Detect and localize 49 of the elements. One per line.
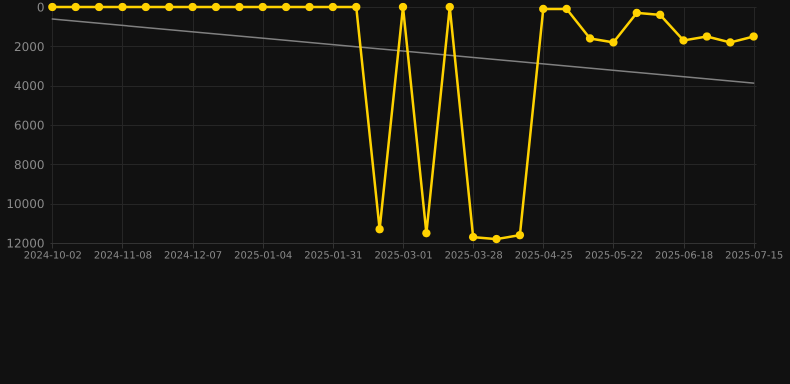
x-tick-label: 2025-04-25: [514, 250, 573, 262]
point: [188, 2, 197, 12]
point: [212, 2, 220, 12]
point: [398, 2, 408, 12]
point: [492, 234, 501, 244]
point: [749, 32, 758, 41]
y-tick-label: 6000: [14, 118, 44, 132]
point: [726, 38, 734, 47]
point: [656, 10, 664, 20]
point: [586, 34, 594, 43]
point: [305, 2, 314, 12]
x-tick-label: 2025-05-22: [584, 250, 643, 262]
y-tick-label: 4000: [14, 79, 44, 94]
point: [328, 2, 338, 12]
y-tick-label: 2000: [14, 40, 44, 54]
point: [375, 225, 384, 234]
point: [446, 2, 454, 12]
x-tick-label: 2025-06-18: [654, 250, 714, 262]
point: [679, 36, 688, 45]
point: [352, 2, 360, 12]
point: [468, 232, 478, 242]
x-tick-label: 2024-12-07: [164, 250, 222, 262]
x-tick-label: 2025-01-04: [234, 250, 292, 262]
y-tick-label: 12000: [6, 236, 44, 250]
x-tick-label: 2025-03-28: [444, 250, 503, 262]
x-tick-label: 2024-11-08: [94, 250, 152, 262]
point: [142, 2, 150, 12]
point: [72, 2, 80, 12]
point: [235, 2, 244, 12]
x-tick-label: 2025-07-15: [725, 250, 784, 262]
point: [632, 8, 641, 18]
point: [48, 2, 57, 12]
y-tick-label: 10000: [6, 197, 44, 212]
y-tick-label: 0: [36, 0, 44, 14]
point: [118, 2, 127, 12]
point: [94, 2, 104, 12]
x-tick-label: 2024-10-02: [24, 250, 82, 262]
point: [609, 38, 618, 47]
point: [702, 32, 712, 41]
point: [258, 2, 267, 12]
x-tick-label: 2025-03-01: [374, 250, 433, 262]
point: [282, 2, 290, 12]
y-tick-label: 8000: [14, 158, 44, 172]
point: [422, 228, 431, 238]
point: [516, 230, 524, 240]
point: [562, 4, 571, 14]
point: [165, 2, 174, 12]
point: [539, 4, 548, 14]
x-tick-label: 2025-01-31: [304, 250, 362, 262]
